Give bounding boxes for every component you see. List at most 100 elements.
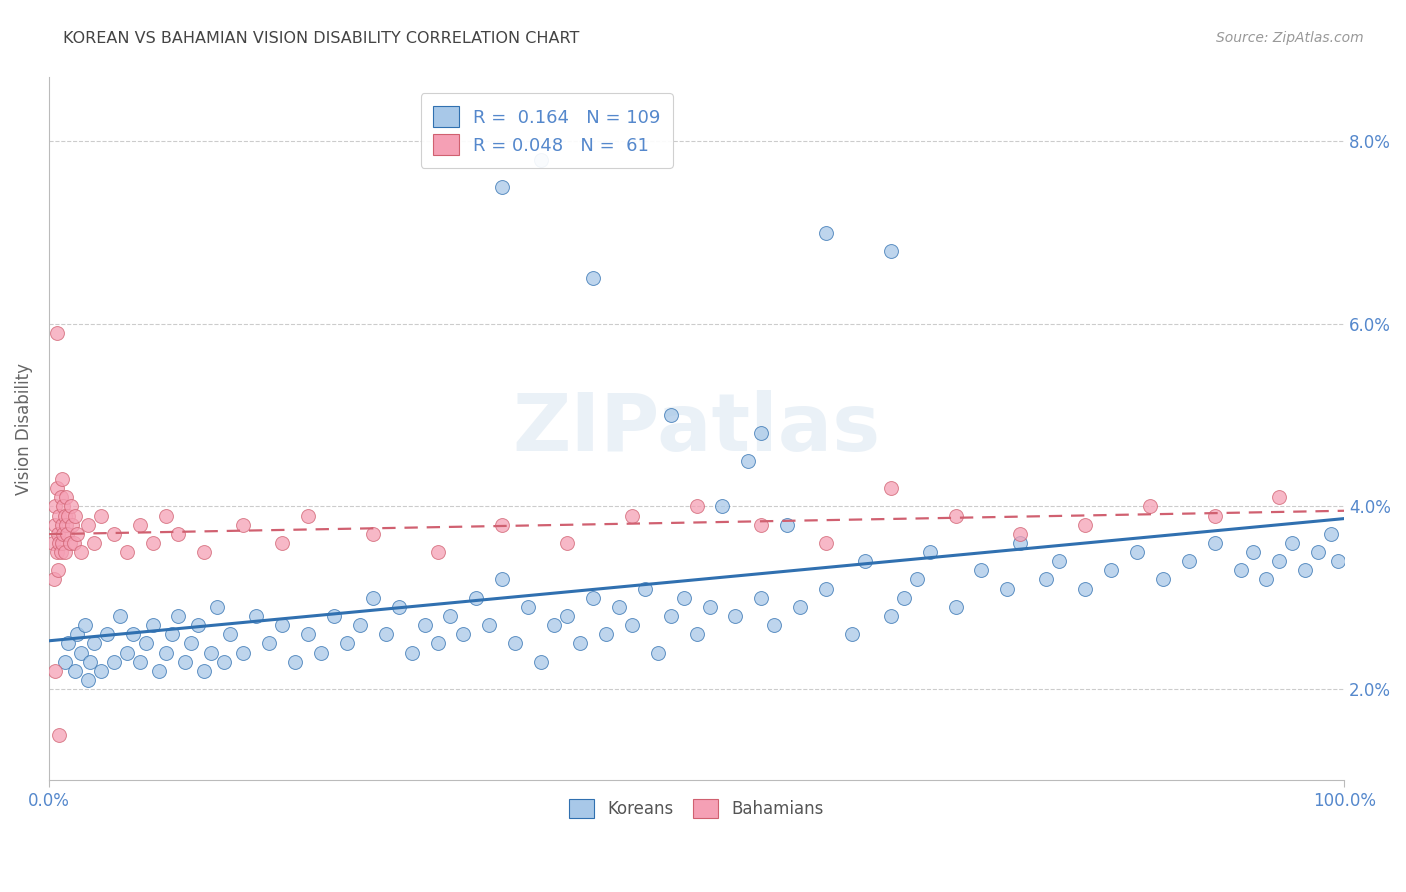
- Point: [70, 545, 93, 559]
- Point: [763, 618, 786, 632]
- Point: [530, 153, 553, 167]
- Point: [685, 627, 707, 641]
- Point: [1074, 517, 1097, 532]
- Point: [55, 517, 77, 532]
- Point: [44, 500, 66, 514]
- Point: [1268, 554, 1291, 568]
- Point: [56, 526, 79, 541]
- Point: [207, 599, 229, 614]
- Point: [193, 664, 215, 678]
- Point: [103, 655, 125, 669]
- Point: [271, 618, 294, 632]
- Point: [1035, 573, 1057, 587]
- Point: [465, 591, 488, 605]
- Point: [51, 517, 73, 532]
- Point: [401, 646, 423, 660]
- Point: [749, 426, 772, 441]
- Point: [491, 573, 513, 587]
- Point: [1099, 563, 1122, 577]
- Point: [543, 618, 565, 632]
- Point: [426, 636, 449, 650]
- Point: [309, 646, 332, 660]
- Point: [659, 609, 682, 624]
- Point: [322, 609, 344, 624]
- Point: [63, 508, 86, 523]
- Point: [478, 618, 501, 632]
- Point: [374, 627, 396, 641]
- Y-axis label: Vision Disability: Vision Disability: [15, 363, 32, 495]
- Point: [108, 609, 131, 624]
- Point: [66, 627, 89, 641]
- Legend: Koreans, Bahamians: Koreans, Bahamians: [562, 792, 831, 825]
- Point: [491, 180, 513, 194]
- Point: [853, 554, 876, 568]
- Point: [59, 536, 82, 550]
- Point: [44, 664, 66, 678]
- Text: Source: ZipAtlas.com: Source: ZipAtlas.com: [1216, 31, 1364, 45]
- Point: [388, 599, 411, 614]
- Point: [70, 646, 93, 660]
- Point: [1320, 526, 1343, 541]
- Point: [776, 517, 799, 532]
- Point: [51, 536, 73, 550]
- Point: [49, 491, 72, 505]
- Point: [672, 591, 695, 605]
- Point: [336, 636, 359, 650]
- Point: [45, 545, 67, 559]
- Point: [1294, 563, 1316, 577]
- Point: [155, 508, 177, 523]
- Point: [58, 636, 80, 650]
- Point: [245, 609, 267, 624]
- Point: [45, 326, 67, 340]
- Point: [174, 655, 197, 669]
- Point: [439, 609, 461, 624]
- Point: [503, 636, 526, 650]
- Point: [620, 508, 643, 523]
- Point: [453, 627, 475, 641]
- Point: [45, 481, 67, 495]
- Point: [297, 508, 319, 523]
- Point: [53, 655, 76, 669]
- Point: [1152, 573, 1174, 587]
- Point: [167, 609, 190, 624]
- Point: [271, 536, 294, 550]
- Point: [1204, 508, 1226, 523]
- Text: KOREAN VS BAHAMIAN VISION DISABILITY CORRELATION CHART: KOREAN VS BAHAMIAN VISION DISABILITY COR…: [63, 31, 579, 46]
- Point: [905, 573, 928, 587]
- Point: [75, 618, 97, 632]
- Point: [148, 664, 170, 678]
- Point: [58, 508, 80, 523]
- Point: [595, 627, 617, 641]
- Point: [96, 627, 118, 641]
- Point: [426, 545, 449, 559]
- Point: [48, 508, 70, 523]
- Point: [48, 536, 70, 550]
- Point: [699, 599, 721, 614]
- Point: [737, 454, 759, 468]
- Point: [569, 636, 592, 650]
- Point: [66, 526, 89, 541]
- Point: [219, 627, 242, 641]
- Point: [634, 582, 657, 596]
- Point: [167, 526, 190, 541]
- Point: [257, 636, 280, 650]
- Point: [51, 472, 73, 486]
- Point: [122, 627, 145, 641]
- Point: [128, 517, 150, 532]
- Point: [918, 545, 941, 559]
- Point: [1177, 554, 1199, 568]
- Point: [44, 573, 66, 587]
- Point: [79, 655, 101, 669]
- Point: [647, 646, 669, 660]
- Point: [1281, 536, 1303, 550]
- Point: [749, 591, 772, 605]
- Point: [53, 508, 76, 523]
- Point: [193, 545, 215, 559]
- Point: [945, 599, 967, 614]
- Point: [52, 500, 75, 514]
- Point: [59, 500, 82, 514]
- Point: [1243, 545, 1265, 559]
- Point: [55, 491, 77, 505]
- Point: [945, 508, 967, 523]
- Point: [582, 591, 605, 605]
